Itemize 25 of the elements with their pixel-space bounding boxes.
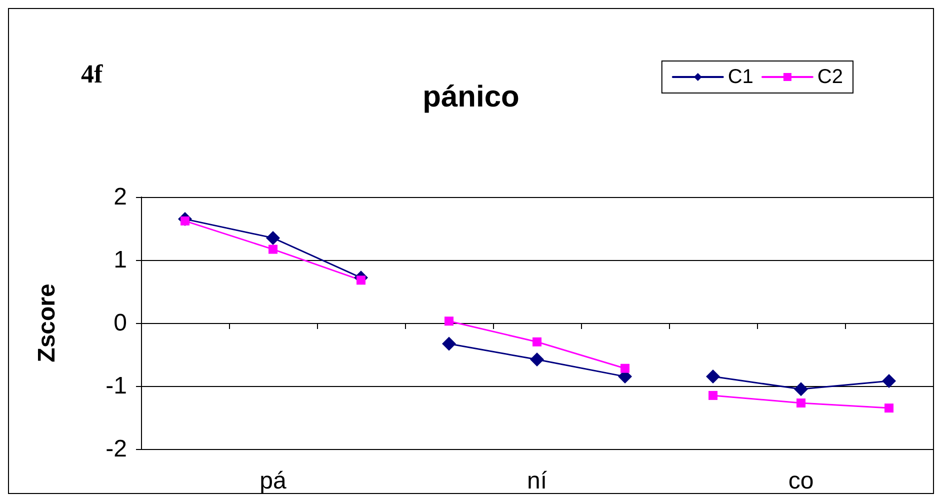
x-tick-label: ní	[526, 468, 548, 494]
point	[884, 404, 894, 413]
point	[706, 370, 720, 384]
y-tick-label: -1	[106, 372, 127, 400]
x-tick-label: co	[788, 468, 814, 494]
point	[266, 230, 280, 245]
y-axis-title: Zscore	[34, 284, 60, 362]
text: 4f	[81, 60, 103, 88]
y-tick-label: 2	[114, 184, 127, 210]
point	[620, 364, 630, 373]
y-tick-label: 0	[114, 310, 127, 336]
point	[442, 336, 456, 351]
y-tick-label: -2	[106, 436, 127, 462]
point	[794, 382, 808, 396]
point	[708, 390, 718, 400]
legend-label: C1	[728, 66, 754, 88]
legend-label: C2	[817, 66, 844, 88]
point	[530, 352, 544, 367]
chart-title: pánico	[422, 80, 520, 114]
point	[882, 374, 896, 388]
point	[444, 316, 454, 326]
point	[796, 398, 806, 408]
point	[532, 337, 542, 346]
point	[268, 244, 278, 254]
y-tick-label: 1	[114, 246, 127, 274]
